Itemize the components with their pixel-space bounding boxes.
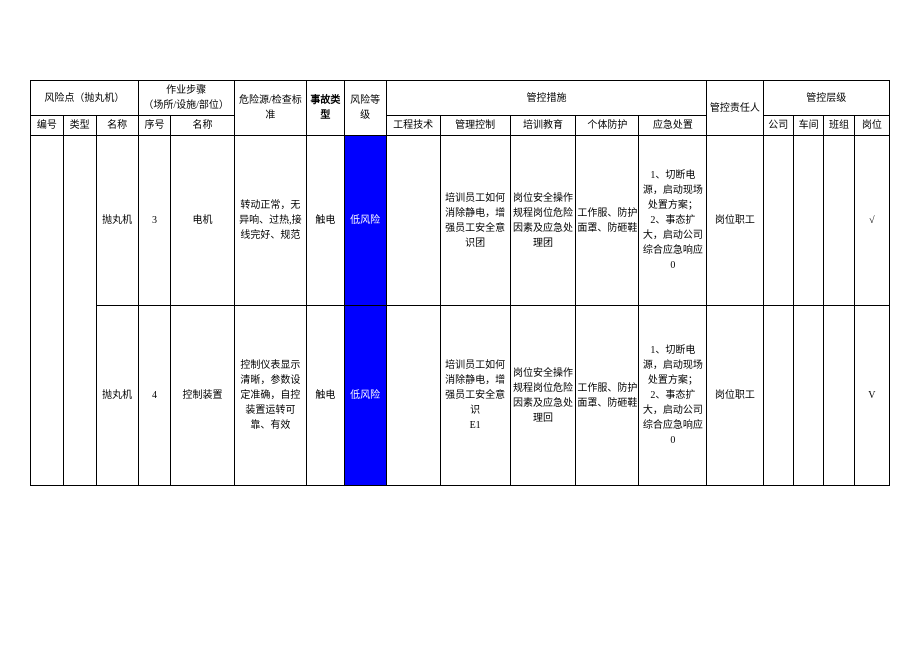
cell-team xyxy=(824,136,854,306)
hdr-responsible: 管控责任人 xyxy=(707,81,763,136)
hdr-eng-tech: 工程技术 xyxy=(386,116,440,136)
hdr-hazard-std: 危险源/检查标准 xyxy=(234,81,307,136)
risk-table: 风险点（抛丸机） 作业步骤 （场所/设施/部位） 危险源/检查标准 事故类型 风… xyxy=(30,80,890,486)
hdr-workshop: 车间 xyxy=(793,116,823,136)
cell-emergency: 1、切断电源，启动现场处置方案；2、事态扩大，启动公司综合应急响应 0 xyxy=(639,136,707,306)
cell-mgmt-ctrl: 培训员工如何消除静电，增强员工安全意识团 xyxy=(440,136,510,306)
cell-ppe: 工作服、防护面罩、防砸鞋 xyxy=(576,136,639,306)
cell-risk-pt-name: 抛丸机 xyxy=(96,306,138,486)
cell-post: V xyxy=(854,306,889,486)
cell-risk-lv: 低风险 xyxy=(344,306,386,486)
hdr-post: 岗位 xyxy=(854,116,889,136)
hdr-training: 培训教育 xyxy=(510,116,576,136)
cell-workshop xyxy=(793,306,823,486)
cell-seq: 4 xyxy=(138,306,171,486)
cell-company xyxy=(763,306,793,486)
hdr-emergency: 应急处置 xyxy=(639,116,707,136)
hdr-risk-point: 风险点（抛丸机） xyxy=(31,81,139,116)
cell-acc-type: 触电 xyxy=(307,306,344,486)
hdr-step-name: 名称 xyxy=(171,116,234,136)
cell-responsible: 岗位职工 xyxy=(707,136,763,306)
hdr-team: 班组 xyxy=(824,116,854,136)
hdr-work-step: 作业步骤 （场所/设施/部位） xyxy=(138,81,234,116)
hdr-seq: 序号 xyxy=(138,116,171,136)
cell-training: 岗位安全操作规程岗位危险因素及应急处理团 xyxy=(510,136,576,306)
hdr-mgmt-ctrl: 管理控制 xyxy=(440,116,510,136)
cell-hazard: 转动正常，无异响、过热,接线完好、规范 xyxy=(234,136,307,306)
hdr-name: 名称 xyxy=(96,116,138,136)
cell-eng-tech xyxy=(386,306,440,486)
table-body: 抛丸机 3 电机 转动正常，无异响、过热,接线完好、规范 触电 低风险 培训员工… xyxy=(31,136,890,486)
cell-ppe: 工作服、防护面罩、防砸鞋 xyxy=(576,306,639,486)
hdr-accident-type: 事故类型 xyxy=(307,81,344,136)
cell-step-name: 电机 xyxy=(171,136,234,306)
hdr-ppe: 个体防护 xyxy=(576,116,639,136)
hdr-risk-level: 风险等级 xyxy=(344,81,386,136)
cell-responsible: 岗位职工 xyxy=(707,306,763,486)
hdr-category: 类型 xyxy=(63,116,96,136)
header-row-1: 风险点（抛丸机） 作业步骤 （场所/设施/部位） 危险源/检查标准 事故类型 风… xyxy=(31,81,890,116)
hdr-ctrl-level: 管控层级 xyxy=(763,81,890,116)
cell-category xyxy=(63,136,96,486)
cell-workshop xyxy=(793,136,823,306)
document-page: 风险点（抛丸机） 作业步骤 （场所/设施/部位） 危险源/检查标准 事故类型 风… xyxy=(0,0,920,651)
cell-training: 岗位安全操作规程岗位危险因素及应急处理回 xyxy=(510,306,576,486)
table-row: 抛丸机 4 控制装置 控制仪表显示清晰，参数设定准确，自控装置运转可靠、有效 触… xyxy=(31,306,890,486)
cell-eng-tech xyxy=(386,136,440,306)
cell-hazard: 控制仪表显示清晰，参数设定准确，自控装置运转可靠、有效 xyxy=(234,306,307,486)
table-row: 抛丸机 3 电机 转动正常，无异响、过热,接线完好、规范 触电 低风险 培训员工… xyxy=(31,136,890,306)
cell-risk-lv: 低风险 xyxy=(344,136,386,306)
cell-number xyxy=(31,136,64,486)
hdr-number: 编号 xyxy=(31,116,64,136)
hdr-measures: 管控措施 xyxy=(386,81,707,116)
cell-company xyxy=(763,136,793,306)
cell-emergency: 1、切断电源，启动现场处置方案；2、事态扩大，启动公司综合应急响应 0 xyxy=(639,306,707,486)
cell-mgmt-ctrl: 培训员工如何消除静电，增强员工安全意识 E1 xyxy=(440,306,510,486)
cell-acc-type: 触电 xyxy=(307,136,344,306)
cell-risk-pt-name: 抛丸机 xyxy=(96,136,138,306)
cell-step-name: 控制装置 xyxy=(171,306,234,486)
cell-team xyxy=(824,306,854,486)
cell-post: √ xyxy=(854,136,889,306)
cell-seq: 3 xyxy=(138,136,171,306)
hdr-company: 公司 xyxy=(763,116,793,136)
